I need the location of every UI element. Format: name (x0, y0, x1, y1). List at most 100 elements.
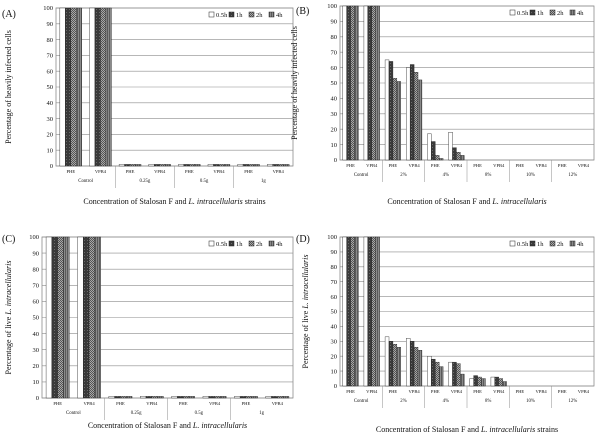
strain-label: PHE (516, 163, 525, 168)
y-tick-label: 90 (331, 19, 338, 26)
y-tick-label: 0 (334, 383, 337, 390)
x-axis-title-part: L. intracellularis (480, 425, 535, 434)
group-label: 0.25g (131, 411, 142, 416)
legend-label: 2h (256, 12, 263, 19)
y-tick-label: 20 (331, 353, 338, 360)
bar-2%-VPB4-0.5h (406, 67, 411, 161)
y-axis-title-part: Percentage of live (4, 315, 13, 375)
legend-label: 4h (577, 10, 584, 17)
bar-Control-VPB4-4h (105, 7, 112, 167)
bar-Control-VPB4-0.5h (77, 236, 84, 399)
bar-8%-PHE-2h (477, 376, 482, 387)
strain-label: VPB4 (83, 401, 95, 406)
bar-1g-VPB4-1h (271, 396, 278, 399)
bar-2%-PHE-4h (396, 81, 401, 161)
y-axis-title-part: L. intracellularis (301, 255, 310, 310)
bar-4%-VPB4-1h (452, 147, 457, 161)
bar-4%-VPB4-2h (456, 152, 461, 161)
bar-Control-PHE-2h (57, 236, 64, 399)
y-tick-label: 100 (327, 3, 337, 10)
y-axis-title: Percentage of live L. intracellularis (301, 255, 310, 369)
y-tick-label: 50 (331, 80, 338, 87)
y-axis-title: Percentage of heavily infected cells (4, 30, 13, 144)
bar-Control-PHE-1h (346, 5, 351, 161)
legend-swatch (509, 9, 516, 16)
legend-swatch (228, 240, 235, 247)
bar-2%-PHE-0.5h (384, 59, 390, 161)
bar-4%-VPB4-0.5h (448, 361, 453, 387)
legend-swatch (268, 11, 275, 18)
x-axis-title: Concentration of Stalosan F and L. intra… (376, 425, 558, 434)
bar-2%-PHE-1h (388, 61, 394, 161)
group-label: 4% (443, 173, 449, 178)
bar-0.5g-PHE-2h (189, 164, 195, 167)
y-tick-label: 60 (331, 65, 338, 72)
bar-Control-PHE-0.5h (59, 7, 66, 167)
bar-Control-PHE-2h (70, 7, 77, 167)
bar-4%-PHE-2h (435, 361, 440, 387)
bar-0.5g-PHE-1h (183, 164, 190, 167)
bar-0.5g-VPB4-2h (218, 164, 225, 167)
y-tick-label: 10 (47, 147, 54, 154)
bar-Control-VPB4-4h (375, 5, 380, 161)
bar-1g-VPB4-2h (277, 396, 284, 399)
y-tick-label: 30 (331, 339, 338, 346)
bar-4%-VPB4-2h (456, 363, 461, 387)
bar-0.25g-PHE-4h (135, 164, 142, 167)
legend-swatch (549, 9, 556, 16)
strain-label: PHE (431, 163, 440, 168)
bar-8%-PHE-1h (473, 375, 478, 387)
bar-0.25g-PHE-2h (129, 164, 136, 167)
bar-Control-PHE-4h (63, 236, 70, 399)
y-tick-label: 40 (47, 100, 54, 107)
bar-1g-VPB4-4h (282, 396, 290, 399)
bar-1g-VPB4-0.5h (265, 396, 272, 399)
bar-8%-VPB4-2h (498, 378, 503, 387)
bar-0.25g-PHE-4h (126, 396, 133, 399)
bar-2%-PHE-1h (388, 341, 394, 387)
bar-1g-VPB4-1h (272, 164, 279, 167)
strain-label: VPB4 (451, 163, 463, 168)
x-axis-title: Concentration of Stalosan F and L. intra… (387, 197, 546, 206)
legend-swatch (228, 11, 235, 18)
group-label: 12% (568, 399, 577, 404)
x-axis-title-part: L. intracellularis (192, 421, 247, 430)
y-axis-title-part: Percentage of heavily infected cells (4, 30, 13, 144)
bar-0.25g-PHE-1h (124, 164, 131, 167)
strain-label: PHE (558, 389, 567, 394)
bar-Control-PHE-4h (354, 236, 359, 387)
bar-1g-VPB4-2h (277, 164, 284, 167)
group-label: 1g (259, 411, 264, 416)
bar-Control-PHE-4h (76, 7, 82, 167)
y-tick-label: 0 (50, 163, 53, 170)
legend-label: 2h (557, 241, 564, 248)
y-tick-label: 50 (331, 309, 338, 316)
y-tick-label: 20 (33, 363, 40, 370)
bar-2%-PHE-0.5h (384, 336, 390, 387)
y-tick-label: 70 (331, 279, 338, 286)
bar-2%-VPB4-4h (417, 350, 423, 387)
bar-0.25g-VPB4-1h (154, 164, 160, 167)
legend: 0.5h 1h 2h 4h (509, 9, 584, 17)
strain-label: PHE (389, 389, 398, 394)
legend-label: 0.5h (517, 10, 529, 17)
legend-swatch (509, 240, 516, 247)
group-label: 0.5g (195, 411, 204, 416)
legend-swatch (569, 9, 576, 16)
bar-0.5g-PHE-2h (182, 396, 190, 399)
bar-Control-VPB4-2h (88, 236, 96, 399)
legend-label: 4h (577, 241, 584, 248)
strain-label: PHE (473, 163, 482, 168)
bar-0.25g-VPB4-4h (164, 164, 171, 167)
bar-4%-VPB4-0.5h (448, 132, 453, 161)
bar-Control-VPB4-2h (371, 236, 376, 387)
bar-0.25g-VPB4-0.5h (148, 164, 155, 167)
bar-1g-PHE-2h (245, 396, 252, 399)
chart-panel: (D) 0 10 20 30 40 50 60 70 80 90 100 PHE VPB4 Control P… (296, 234, 595, 434)
bar-0.25g-PHE-0.5h (108, 396, 115, 399)
x-axis-title: Concentration of Stalosan F and L. intra… (83, 197, 265, 206)
strain-label: PHE (558, 163, 567, 168)
